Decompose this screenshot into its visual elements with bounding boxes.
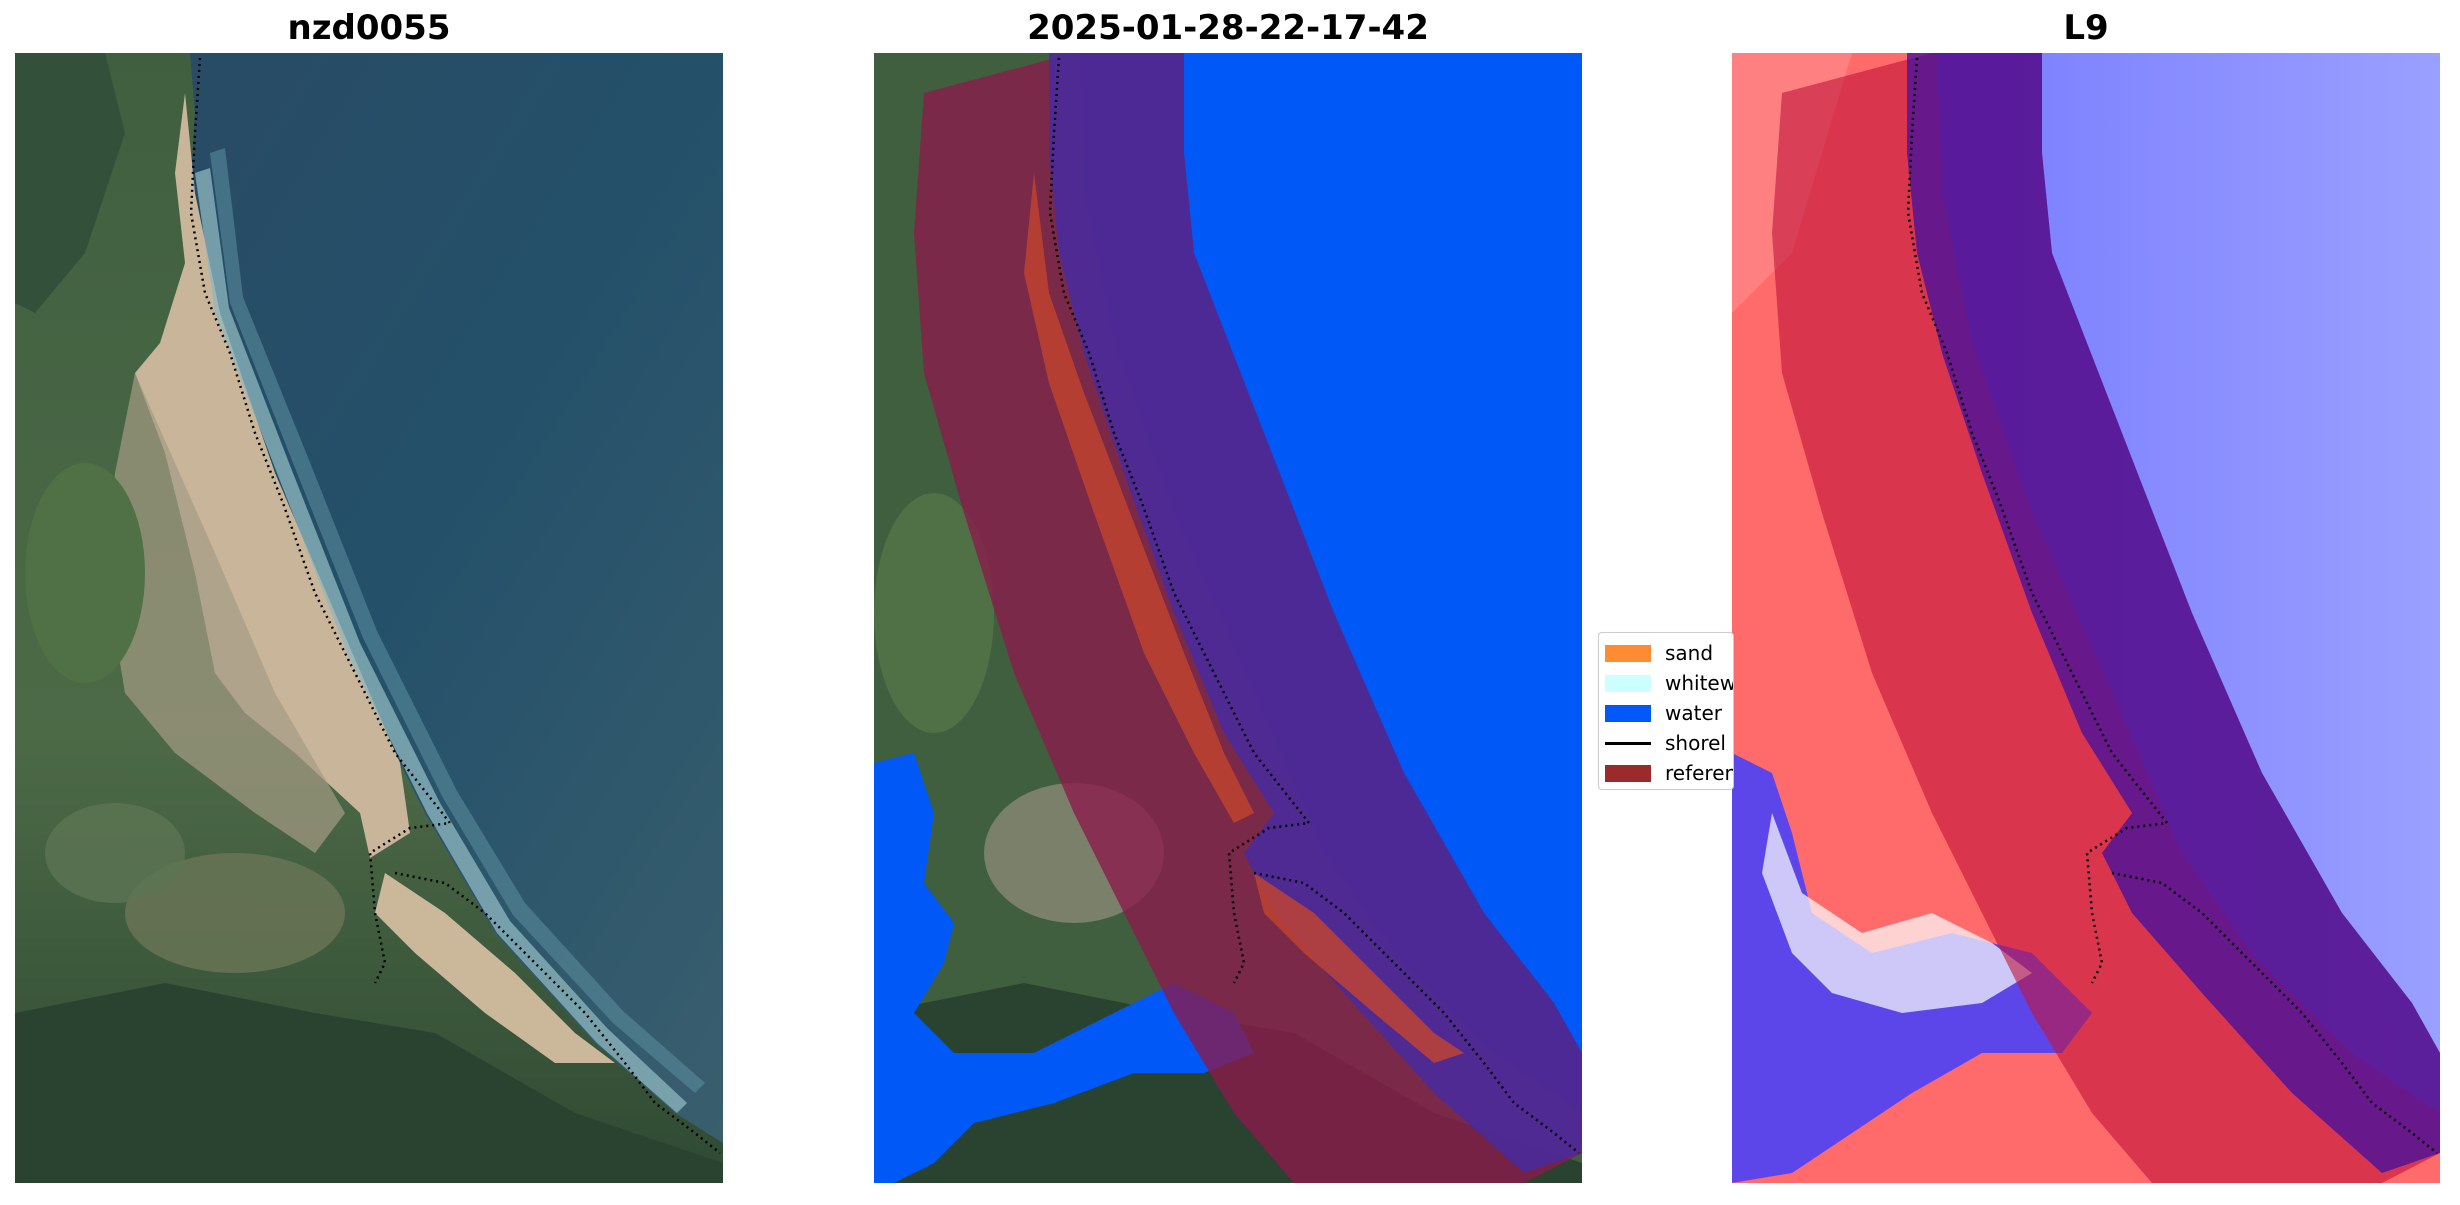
classification-image <box>874 53 1582 1183</box>
rgb-image <box>15 53 723 1183</box>
panel-title-classification: 2025-01-28-22-17-42 <box>1027 8 1429 48</box>
shoreline <box>1906 57 2438 1154</box>
legend: sand whitew water shorel referen <box>1598 632 1734 790</box>
panel-title-rgb: nzd0055 <box>287 8 451 48</box>
legend-item-water: water <box>1605 698 1733 728</box>
legend-label: whitew <box>1665 671 1734 695</box>
legend-label: referen <box>1665 761 1734 785</box>
index-panel <box>1732 53 2440 1183</box>
legend-item-reference: referen <box>1605 758 1733 788</box>
legend-swatch-whitewater <box>1605 674 1651 692</box>
legend-line-shoreline <box>1605 741 1651 745</box>
shoreline <box>189 57 721 1154</box>
shoreline <box>1048 57 1580 1154</box>
index-image <box>1732 53 2440 1183</box>
legend-label: sand <box>1665 641 1714 665</box>
classification-panel <box>874 53 1582 1183</box>
legend-label: water <box>1665 701 1722 725</box>
legend-item-sand: sand <box>1605 638 1733 668</box>
legend-label: shorel <box>1665 731 1726 755</box>
legend-swatch-sand <box>1605 644 1651 662</box>
rgb-image-panel <box>15 53 723 1183</box>
panel-title-index: L9 <box>2063 8 2109 48</box>
legend-swatch-reference <box>1605 764 1651 782</box>
legend-item-shoreline: shorel <box>1605 728 1733 758</box>
legend-item-whitewater: whitew <box>1605 668 1733 698</box>
legend-swatch-water <box>1605 704 1651 722</box>
